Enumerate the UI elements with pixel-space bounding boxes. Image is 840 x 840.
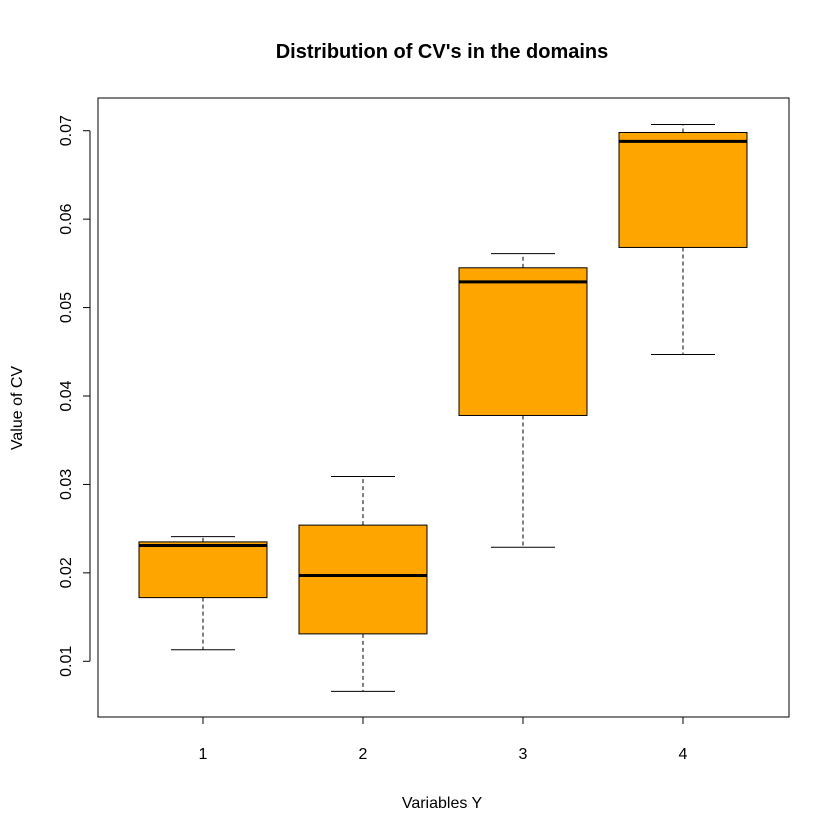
iqr-box xyxy=(618,131,748,248)
iqr-box xyxy=(458,267,588,416)
x-tick-label: 1 xyxy=(199,746,208,763)
x-axis-label: Variables Y xyxy=(402,795,483,812)
box-group-3 xyxy=(458,253,588,548)
iqr-box xyxy=(298,524,428,635)
y-tick-label: 0.03 xyxy=(58,469,75,500)
x-axis: 1 2 3 4 xyxy=(199,716,688,763)
x-tick-label: 2 xyxy=(359,746,368,763)
x-tick-label: 4 xyxy=(679,746,688,763)
x-tick-label: 3 xyxy=(519,746,528,763)
y-axis-label: Value of CV xyxy=(9,366,26,451)
box-group-1 xyxy=(138,536,268,651)
y-tick-label: 0.02 xyxy=(58,557,75,588)
y-axis: 0.01 0.02 0.03 0.04 0.05 0.06 0.07 xyxy=(58,115,91,677)
chart-title: Distribution of CV's in the domains xyxy=(276,41,609,63)
y-tick-label: 0.01 xyxy=(58,646,75,677)
boxes-layer xyxy=(138,124,748,692)
y-tick-label: 0.06 xyxy=(58,203,75,234)
iqr-box xyxy=(138,541,268,599)
box-group-4 xyxy=(618,124,748,355)
y-tick-label: 0.07 xyxy=(58,115,75,146)
y-tick-label: 0.05 xyxy=(58,292,75,323)
box-group-2 xyxy=(298,475,428,692)
y-tick-label: 0.04 xyxy=(58,380,75,411)
